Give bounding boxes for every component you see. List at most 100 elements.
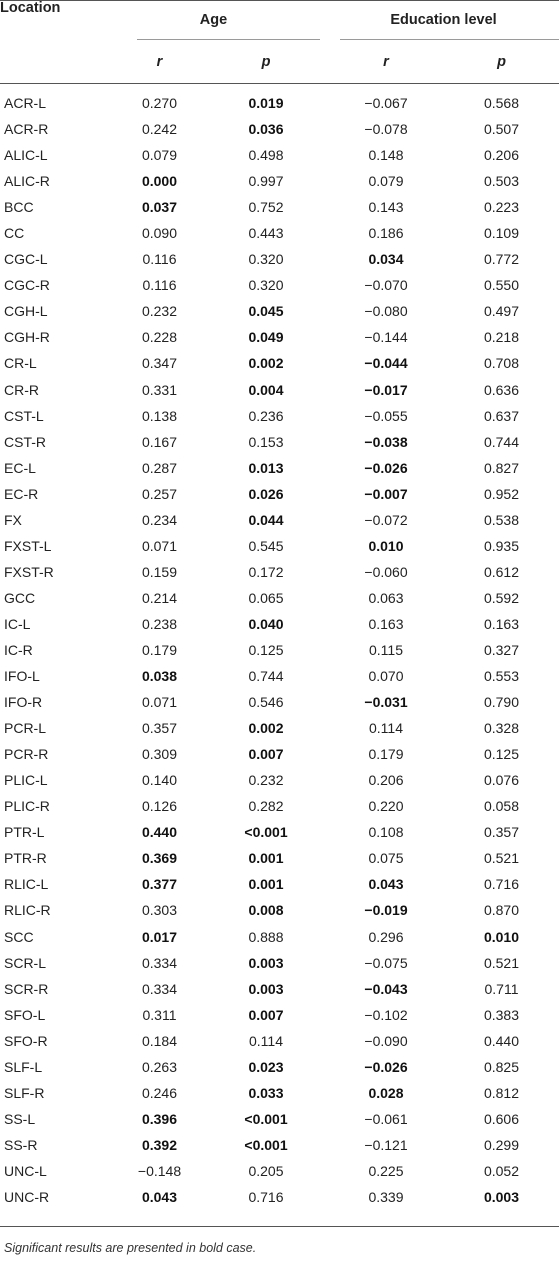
significant-value: <0.001	[244, 1110, 288, 1127]
location-cell: ACR-R	[4, 121, 49, 138]
location-cell: EC-L	[4, 459, 36, 476]
table-row: SCR-L 0.334 0.003 −0.075 0.521	[0, 950, 559, 976]
age-r-cell: 0.228	[141, 329, 178, 346]
location-cell: IC-R	[4, 642, 33, 658]
education-p-cell: 0.606	[483, 1110, 520, 1127]
age-r-cell: 0.090	[141, 225, 178, 242]
location-cell: SCR-R	[4, 980, 49, 997]
location-cell: SCC	[4, 928, 34, 945]
education-r-cell: 0.075	[368, 850, 404, 867]
table-row: FXST-R 0.159 0.172 −0.060 0.612	[0, 559, 559, 585]
age-r-cell: 0.037	[107, 194, 212, 220]
location-cell: IC-L	[4, 615, 31, 632]
education-r-cell: −0.075	[364, 954, 408, 971]
age-p-cell: 0.172	[248, 563, 284, 580]
education-r-cell: −0.044	[328, 350, 444, 376]
table-row: SCR-R 0.334 0.003 −0.043 0.711	[0, 976, 559, 1002]
spacer-cell	[320, 1002, 328, 1028]
significant-value: 0.440	[141, 824, 178, 841]
bottom-rule	[0, 1226, 559, 1227]
significant-value: −0.044	[364, 355, 408, 372]
spacer-cell	[320, 559, 328, 585]
significant-value: 0.392	[141, 1136, 178, 1153]
education-p-cell: 0.827	[483, 459, 520, 476]
spacer-cell	[320, 1080, 328, 1106]
age-p-cell: 0.023	[212, 1054, 320, 1080]
spacer-cell	[320, 689, 328, 715]
location-cell: CST-R	[4, 433, 46, 450]
age-r-cell: 0.116	[142, 277, 177, 294]
age-r-cell: 0.246	[141, 1084, 178, 1101]
significant-value: 0.033	[248, 1084, 284, 1101]
education-r-cell: 0.339	[368, 1188, 404, 1205]
age-p-cell: 0.007	[212, 1002, 320, 1028]
table-row: SS-L 0.396 <0.001 −0.061 0.606	[0, 1106, 559, 1132]
age-p-cell: 0.019	[212, 84, 320, 116]
significant-value: 0.396	[141, 1110, 178, 1127]
location-cell: PTR-R	[4, 850, 47, 867]
significant-value: 0.007	[248, 1006, 284, 1023]
spacer-cell	[320, 585, 328, 611]
significant-value: −0.019	[364, 902, 408, 919]
table-row: PCR-L 0.357 0.002 0.114 0.328	[0, 715, 559, 741]
age-p-cell: 0.036	[212, 116, 320, 142]
age-r-cell: 0.331	[141, 381, 178, 398]
education-p-cell: 0.383	[483, 1006, 520, 1023]
education-p-cell: 0.825	[483, 1058, 520, 1075]
spacer-cell	[320, 350, 328, 376]
education-header-rule	[340, 39, 559, 40]
age-p-cell: 0.044	[212, 507, 320, 533]
age-p-cell: 0.320	[248, 277, 284, 294]
spacer-cell	[320, 741, 328, 767]
age-p-cell: 0.003	[212, 950, 320, 976]
age-r-header: r	[156, 54, 163, 70]
education-p-cell: 0.223	[483, 199, 520, 216]
age-p-cell: 0.004	[212, 377, 320, 403]
spacer-cell	[320, 611, 328, 637]
age-p-cell: 0.153	[248, 433, 284, 450]
age-p-cell: 0.888	[248, 928, 284, 945]
location-cell: GCC	[4, 589, 36, 606]
education-r-cell: −0.026	[328, 455, 444, 481]
table-row: CR-R 0.331 0.004 −0.017 0.636	[0, 377, 559, 403]
age-p-cell: <0.001	[212, 1132, 320, 1158]
table-row: PLIC-L 0.140 0.232 0.206 0.076	[0, 767, 559, 793]
education-p-cell: 0.553	[483, 668, 520, 685]
spacer-cell	[320, 84, 328, 116]
significant-value: 0.044	[248, 511, 284, 528]
age-p-cell: 0.026	[212, 481, 320, 507]
significant-value: 0.001	[248, 876, 284, 893]
education-r-cell: −0.017	[328, 377, 444, 403]
table-row: CST-R 0.167 0.153 −0.038 0.744	[0, 429, 559, 455]
table-row: ACR-R 0.242 0.036 −0.078 0.507	[0, 116, 559, 142]
age-r-cell: 0.071	[141, 537, 178, 554]
spacer-cell	[320, 168, 328, 194]
education-r-cell: −0.061	[364, 1110, 408, 1127]
education-r-cell: −0.090	[364, 1032, 408, 1049]
table-row: UNC-L −0.148 0.205 0.225 0.052	[0, 1158, 559, 1184]
table-row: CGH-L 0.232 0.045 −0.080 0.497	[0, 298, 559, 324]
significant-value: −0.031	[364, 694, 408, 711]
location-cell: CR-L	[4, 355, 37, 372]
education-r-cell: 0.220	[368, 798, 404, 815]
spacer-cell	[320, 1054, 328, 1080]
table-row: SS-R 0.392 <0.001 −0.121 0.299	[0, 1132, 559, 1158]
education-r-cell: −0.102	[364, 1006, 408, 1023]
table-row: UNC-R 0.043 0.716 0.339 0.003	[0, 1184, 559, 1210]
age-r-cell: 0.079	[141, 147, 178, 164]
age-header-label: Age	[199, 12, 228, 28]
education-r-cell: −0.026	[328, 1054, 444, 1080]
table-row: PLIC-R 0.126 0.282 0.220 0.058	[0, 793, 559, 819]
location-cell: CGH-L	[4, 303, 48, 320]
education-r-cell: 0.148	[368, 147, 404, 164]
education-p-cell: 0.521	[483, 954, 520, 971]
location-cell: FXST-L	[4, 537, 52, 554]
education-r-cell: 0.163	[368, 615, 404, 632]
location-cell: PTR-L	[4, 824, 45, 841]
age-r-cell: 0.309	[141, 746, 178, 763]
age-r-cell: 0.071	[141, 694, 178, 711]
spacer-cell	[320, 298, 328, 324]
location-cell: PLIC-R	[4, 798, 50, 815]
age-p-cell: 0.125	[248, 642, 284, 658]
